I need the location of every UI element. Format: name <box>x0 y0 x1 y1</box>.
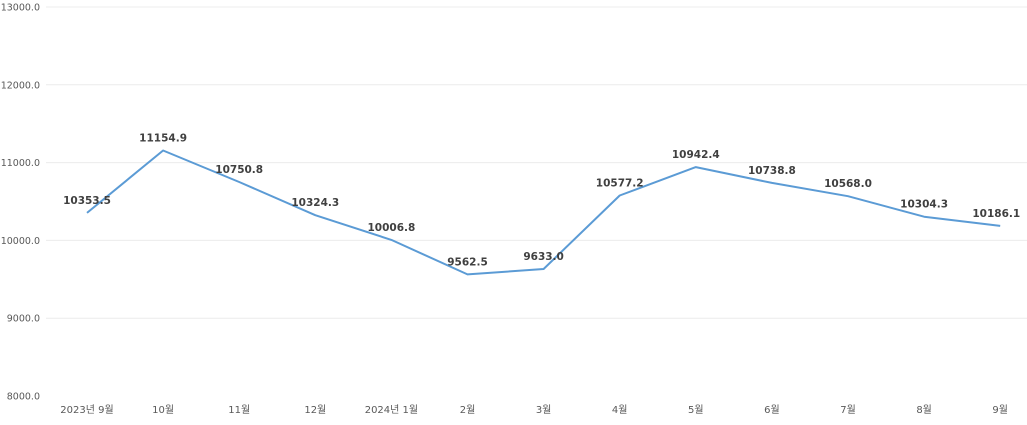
data-label: 10186.1 <box>972 208 1020 220</box>
y-tick-label: 12000.0 <box>1 80 40 91</box>
data-label: 10750.8 <box>215 164 263 176</box>
series-line-path <box>86 149 1001 276</box>
x-tick-label: 11월 <box>228 404 250 416</box>
data-label: 10324.3 <box>291 197 339 209</box>
x-tick-label: 6월 <box>764 404 780 416</box>
data-label: 11154.9 <box>139 133 187 145</box>
data-label: 10304.3 <box>900 199 948 211</box>
y-tick-label: 13000.0 <box>1 3 40 14</box>
y-axis: 8000.0 9000.0 10000.0 11000.0 12000.0 13000.0 <box>1 3 40 403</box>
y-tick-label: 11000.0 <box>1 158 40 169</box>
data-label: 10568.0 <box>824 178 872 190</box>
x-tick-label: 7월 <box>840 404 856 416</box>
data-label: 10738.8 <box>748 165 796 177</box>
gridlines <box>46 6 1027 319</box>
x-tick-label: 2024년 1월 <box>365 404 418 416</box>
x-tick-label: 12월 <box>304 404 326 416</box>
data-label: 10006.8 <box>367 222 415 234</box>
x-tick-label: 2023년 9월 <box>60 404 113 416</box>
x-tick-label: 2월 <box>460 404 476 416</box>
data-label: 9562.5 <box>447 256 488 268</box>
x-tick-label: 9월 <box>992 404 1008 416</box>
x-tick-label: 8월 <box>916 404 932 416</box>
x-tick-label: 4월 <box>612 404 628 416</box>
data-labels: 10353.5 11154.9 10750.8 10324.3 10006.8 9562.… <box>63 133 1020 269</box>
y-tick-label: 10000.0 <box>1 236 40 247</box>
x-tick-label: 3월 <box>536 404 552 416</box>
data-label: 9633.0 <box>523 251 564 263</box>
data-label: 10577.2 <box>596 177 644 189</box>
y-tick-label: 8000.0 <box>7 392 40 403</box>
data-label: 10353.5 <box>63 195 111 207</box>
x-tick-label: 10월 <box>152 404 174 416</box>
data-label: 10942.4 <box>672 149 720 161</box>
y-tick-label: 9000.0 <box>7 314 40 325</box>
x-tick-label: 5월 <box>688 404 704 416</box>
series-line <box>86 149 1001 276</box>
x-axis: 2023년 9월 10월 11월 12월 2024년 1월 2월 3월 4월 5월 6월 7월 8월 9… <box>60 404 1008 416</box>
